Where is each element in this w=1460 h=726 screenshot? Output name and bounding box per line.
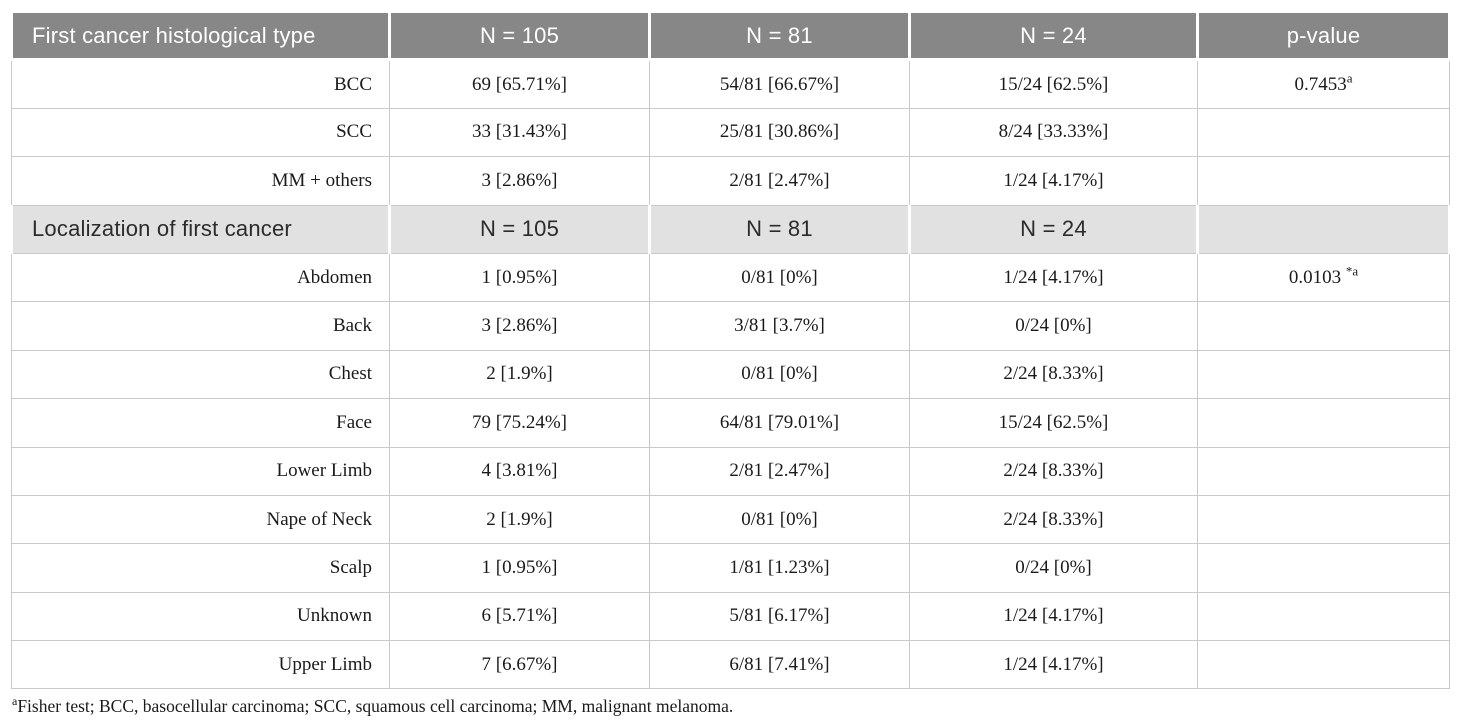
cell-n81: 5/81 [6.17%]	[649, 591, 910, 642]
cell-n24: 1/24 [4.17%]	[909, 591, 1198, 642]
cell-label: Unknown	[11, 591, 390, 642]
col-header-n24: N = 24	[908, 9, 1199, 62]
cell-n24: 8/24 [33.33%]	[909, 107, 1198, 158]
cell-n105: 7 [6.67%]	[389, 640, 650, 690]
footnote-superscript: a	[12, 694, 18, 709]
cell-n105: 3 [2.86%]	[389, 156, 650, 206]
cell-label: MM + others	[11, 156, 390, 206]
table-footnote: aFisher test; BCC, basocellular carcinom…	[12, 696, 1448, 717]
table-row: Lower Limb 4 [3.81%] 2/81 [2.47%] 2/24 […	[11, 446, 1450, 496]
cell-n105: 3 [2.86%]	[389, 301, 650, 351]
cell-n105: 33 [31.43%]	[389, 107, 650, 158]
col-header-pvalue: p-value	[1196, 9, 1451, 62]
cell-n24: 0/24 [0%]	[909, 301, 1198, 351]
cell-n81: 0/81 [0%]	[649, 349, 910, 400]
col-header-histological-type: First cancer histological type	[10, 9, 391, 62]
cell-n24: 2/24 [8.33%]	[909, 446, 1198, 496]
cell-pvalue	[1197, 349, 1450, 400]
cell-n24: 1/24 [4.17%]	[909, 640, 1198, 690]
pvalue-superscript: a	[1346, 70, 1353, 86]
table-row: MM + others 3 [2.86%] 2/81 [2.47%] 1/24 …	[11, 156, 1450, 206]
table-row: Chest 2 [1.9%] 0/81 [0%] 2/24 [8.33%]	[11, 349, 1450, 400]
pvalue-text: 0.0103	[1288, 266, 1346, 288]
cell-n24: 2/24 [8.33%]	[909, 494, 1198, 545]
section-n24: N = 24	[908, 204, 1199, 254]
section-header-row-localization: Localization of first cancer N = 105 N =…	[10, 204, 1451, 254]
table-row: Back 3 [2.86%] 3/81 [3.7%] 0/24 [0%]	[11, 301, 1450, 351]
table-header-row: First cancer histological type N = 105 N…	[10, 9, 1451, 62]
cell-label: Face	[11, 398, 390, 448]
section-pvalue	[1196, 204, 1451, 254]
cell-n105: 2 [1.9%]	[389, 349, 650, 400]
first-cancer-table: First cancer histological type N = 105 N…	[10, 9, 1451, 690]
cell-label: Chest	[11, 349, 390, 400]
pvalue-superscript: *a	[1345, 263, 1359, 279]
cell-pvalue: 0.7453a	[1197, 59, 1450, 109]
cell-n105: 1 [0.95%]	[389, 543, 650, 593]
cell-n81: 6/81 [7.41%]	[649, 640, 910, 690]
cell-label: Nape of Neck	[11, 494, 390, 545]
cell-pvalue	[1197, 301, 1450, 351]
section-title: Localization of first cancer	[10, 204, 391, 254]
cell-n24: 15/24 [62.5%]	[909, 59, 1198, 109]
cell-label: Abdomen	[11, 252, 390, 303]
cell-n105: 69 [65.71%]	[389, 59, 650, 109]
cell-n81: 1/81 [1.23%]	[649, 543, 910, 593]
cell-n105: 2 [1.9%]	[389, 494, 650, 545]
cell-n105: 4 [3.81%]	[389, 446, 650, 496]
cell-n24: 1/24 [4.17%]	[909, 252, 1198, 303]
cell-n24: 2/24 [8.33%]	[909, 349, 1198, 400]
cell-pvalue	[1197, 640, 1450, 690]
cell-label: Upper Limb	[11, 640, 390, 690]
cell-n24: 0/24 [0%]	[909, 543, 1198, 593]
cell-n105: 1 [0.95%]	[389, 252, 650, 303]
cell-n81: 54/81 [66.67%]	[649, 59, 910, 109]
col-header-n105: N = 105	[388, 9, 651, 62]
cell-n24: 15/24 [62.5%]	[909, 398, 1198, 448]
cell-label: Scalp	[11, 543, 390, 593]
table-row: BCC 69 [65.71%] 54/81 [66.67%] 15/24 [62…	[11, 59, 1450, 109]
table-row: Face 79 [75.24%] 64/81 [79.01%] 15/24 [6…	[11, 398, 1450, 448]
cell-label: SCC	[11, 107, 390, 158]
section-n81: N = 81	[648, 204, 911, 254]
cell-label: BCC	[11, 59, 390, 109]
table-row: Nape of Neck 2 [1.9%] 0/81 [0%] 2/24 [8.…	[11, 494, 1450, 545]
cell-label: Lower Limb	[11, 446, 390, 496]
cell-n105: 79 [75.24%]	[389, 398, 650, 448]
table-row: Upper Limb 7 [6.67%] 6/81 [7.41%] 1/24 […	[11, 640, 1450, 690]
cell-n81: 2/81 [2.47%]	[649, 446, 910, 496]
pvalue-text: 0.7453	[1294, 73, 1347, 95]
cell-pvalue	[1197, 494, 1450, 545]
section-n105: N = 105	[388, 204, 651, 254]
cell-pvalue	[1197, 107, 1450, 158]
cell-pvalue	[1197, 156, 1450, 206]
table-row: Unknown 6 [5.71%] 5/81 [6.17%] 1/24 [4.1…	[11, 591, 1450, 642]
cell-n81: 0/81 [0%]	[649, 494, 910, 545]
table-row: Abdomen 1 [0.95%] 0/81 [0%] 1/24 [4.17%]…	[11, 252, 1450, 303]
cell-n81: 64/81 [79.01%]	[649, 398, 910, 448]
cell-n81: 25/81 [30.86%]	[649, 107, 910, 158]
cell-n81: 2/81 [2.47%]	[649, 156, 910, 206]
cell-pvalue	[1197, 591, 1450, 642]
cell-pvalue	[1197, 398, 1450, 448]
cell-n24: 1/24 [4.17%]	[909, 156, 1198, 206]
cell-pvalue: 0.0103 *a	[1197, 252, 1450, 303]
cell-pvalue	[1197, 543, 1450, 593]
cell-n81: 0/81 [0%]	[649, 252, 910, 303]
cell-n81: 3/81 [3.7%]	[649, 301, 910, 351]
col-header-n81: N = 81	[648, 9, 911, 62]
table-row: SCC 33 [31.43%] 25/81 [30.86%] 8/24 [33.…	[11, 107, 1450, 158]
footnote-text: Fisher test; BCC, basocellular carcinoma…	[17, 696, 734, 717]
cell-pvalue	[1197, 446, 1450, 496]
cell-n105: 6 [5.71%]	[389, 591, 650, 642]
cell-label: Back	[11, 301, 390, 351]
table-row: Scalp 1 [0.95%] 1/81 [1.23%] 0/24 [0%]	[11, 543, 1450, 593]
